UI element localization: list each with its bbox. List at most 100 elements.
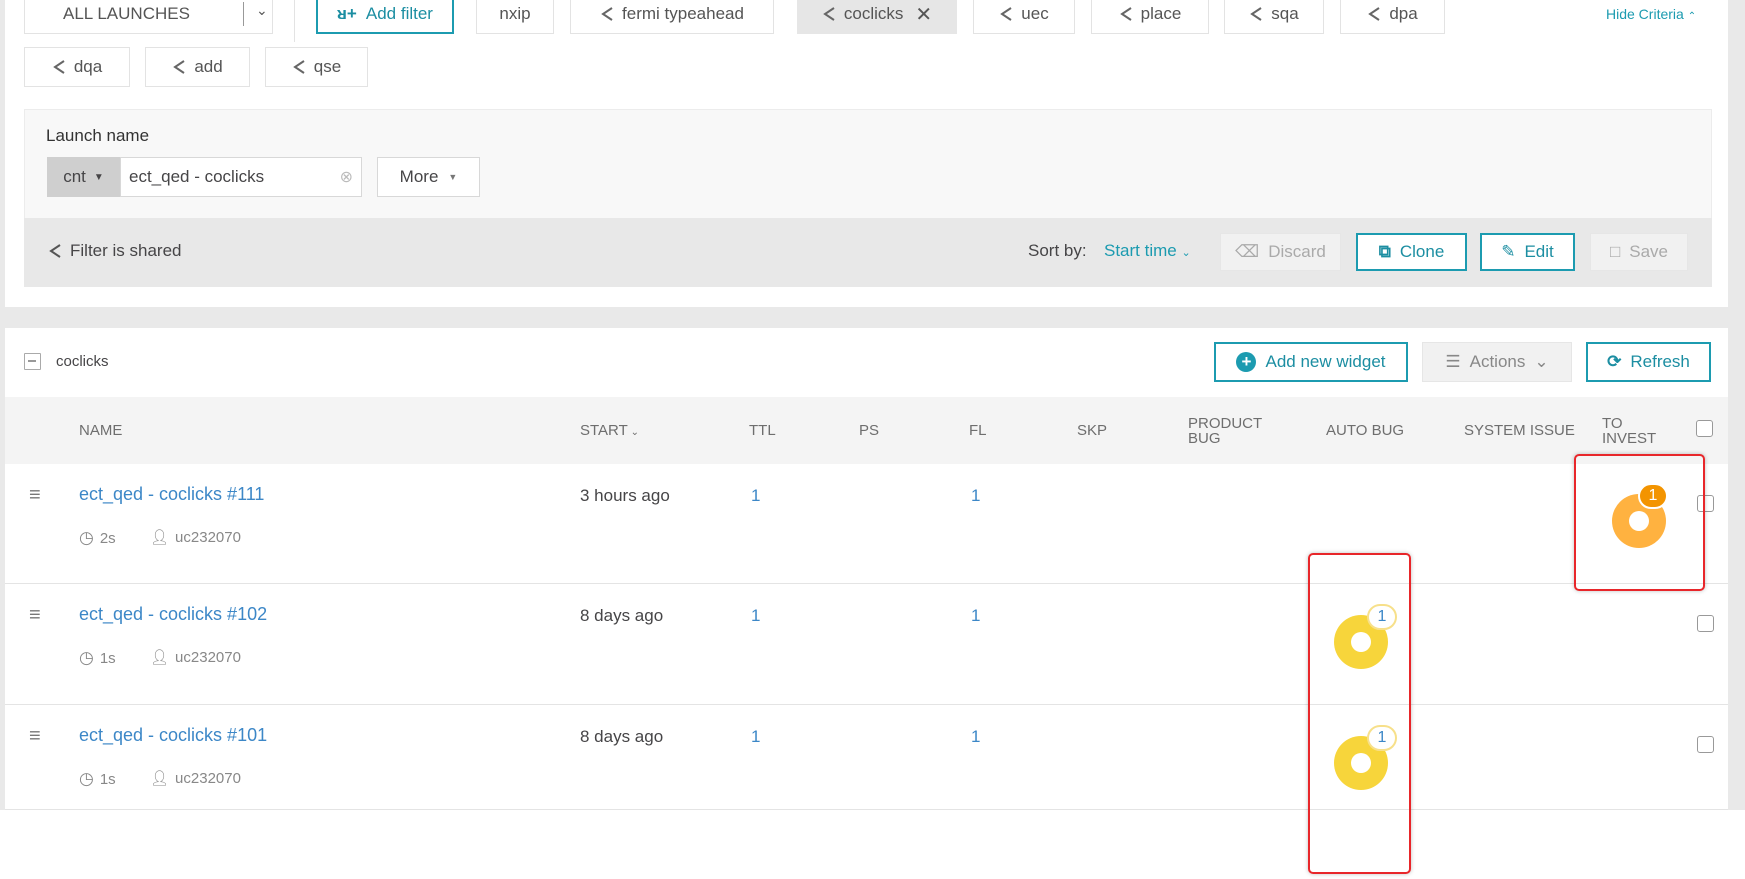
duration: ◷ 1s: [79, 769, 116, 789]
filter-tab-fermi-typeahead[interactable]: fermi typeahead: [570, 0, 774, 34]
duration-value: 1s: [99, 649, 116, 667]
highlight-box-auto-bug: [1308, 553, 1411, 874]
clone-icon: ⧉: [1378, 242, 1391, 261]
auto-bug-count-badge[interactable]: 1: [1367, 604, 1397, 630]
share-icon: [601, 7, 613, 21]
failed-count[interactable]: 1: [971, 486, 981, 505]
table-row: ≡ ect_qed - coclicks #111 ◷ 2s 👤︎ uc232070…: [5, 464, 1728, 584]
share-icon: [823, 7, 835, 21]
total-count[interactable]: 1: [751, 486, 761, 505]
select-all-checkbox[interactable]: [1696, 420, 1713, 437]
launches-select[interactable]: ALL LAUNCHES ⌄: [24, 0, 273, 34]
launch-name-link[interactable]: ect_qed - coclicks #111: [79, 484, 265, 504]
refresh-button[interactable]: ⟳ Refresh: [1586, 342, 1711, 382]
filter-tab-nxip[interactable]: nxip: [476, 0, 554, 34]
discard-label: Discard: [1268, 242, 1326, 261]
filter-name: coclicks: [56, 353, 109, 370]
menu-icon: ☰: [1445, 352, 1461, 371]
filter-tab-label: qse: [313, 57, 342, 76]
edit-label: Edit: [1524, 242, 1554, 261]
filter-tab-place[interactable]: place: [1091, 0, 1209, 34]
filter-tab-dpa[interactable]: dpa: [1340, 0, 1445, 34]
row-checkbox[interactable]: [1697, 736, 1714, 753]
filter-tab-label: place: [1140, 4, 1182, 23]
failed-count[interactable]: 1: [971, 727, 981, 746]
user-icon: 👤︎: [150, 529, 170, 546]
bookmark-icon: □: [1609, 242, 1621, 261]
launches-select-value: ALL LAUNCHES: [63, 4, 190, 23]
condition-select[interactable]: cnt ▼: [47, 157, 120, 197]
clock-icon: ◷: [79, 528, 94, 547]
launch-name-input[interactable]: ect_qed - coclicks ⊗: [120, 157, 362, 197]
column-auto-bug: AUTO BUG: [1326, 422, 1405, 439]
share-icon: [1119, 7, 1132, 21]
launch-name-link[interactable]: ect_qed - coclicks #101: [79, 725, 268, 745]
pencil-icon: ✎: [1501, 242, 1516, 261]
user-icon: 👤︎: [150, 770, 170, 787]
clone-button[interactable]: ⧉ Clone: [1356, 233, 1467, 271]
filter-tab-label: dpa: [1389, 4, 1418, 23]
clone-label: Clone: [1399, 242, 1445, 261]
save-button[interactable]: □ Save: [1590, 233, 1688, 271]
auto-bug-count-badge[interactable]: 1: [1367, 725, 1397, 751]
highlight-box-to-invest: [1574, 454, 1705, 591]
start-time: 8 days ago: [580, 606, 664, 625]
clock-icon: ◷: [79, 648, 94, 667]
filter-tab-label: add: [194, 57, 223, 76]
hide-criteria-label: Hide Criteria: [1606, 6, 1684, 22]
more-button[interactable]: More ▼: [377, 157, 480, 197]
owner: 👤︎ uc232070: [150, 528, 241, 547]
add-filter-button[interactable]: ᴚ+ Add filter: [316, 0, 454, 34]
launch-name-label: Launch name: [46, 126, 150, 145]
plus-circle-icon: +: [1236, 352, 1257, 372]
total-count[interactable]: 1: [751, 727, 761, 746]
launch-name-link[interactable]: ect_qed - coclicks #102: [79, 604, 268, 624]
column-fl: FL: [969, 422, 987, 439]
user-icon: 👤︎: [150, 649, 170, 666]
drag-handle-icon[interactable]: ≡: [29, 725, 41, 747]
clock-icon: ◷: [79, 769, 94, 788]
filter-tab-label: sqa: [1271, 4, 1299, 23]
column-start-label: START: [580, 422, 628, 439]
filter-tab-coclicks[interactable]: coclicks ✕: [797, 0, 957, 34]
filter-shared-label: Filter is shared: [70, 241, 182, 260]
filter-tab-label: coclicks: [843, 4, 904, 23]
column-skp: SKP: [1077, 422, 1108, 439]
hide-criteria-link[interactable]: Hide Criteria ⌃: [1606, 6, 1696, 22]
select-all-toggle[interactable]: [24, 353, 41, 370]
share-icon: [1250, 7, 1262, 21]
column-ttl: TTL: [749, 422, 776, 439]
edit-button[interactable]: ✎ Edit: [1480, 233, 1575, 271]
close-icon[interactable]: ✕: [915, 3, 933, 26]
chevron-down-icon: ⌄: [1181, 247, 1191, 259]
drag-handle-icon[interactable]: ≡: [29, 484, 41, 506]
to-invest-count-badge[interactable]: 1: [1638, 483, 1668, 509]
save-label: Save: [1629, 242, 1669, 261]
sort-by-select[interactable]: Start time ⌄: [1104, 241, 1191, 261]
row-checkbox[interactable]: [1697, 495, 1714, 512]
chevron-down-icon: ⌄: [243, 2, 268, 26]
owner-value: uc232070: [175, 528, 241, 546]
refresh-label: Refresh: [1630, 352, 1690, 371]
filter-tab-dqa[interactable]: dqa: [24, 47, 130, 87]
failed-count[interactable]: 1: [971, 606, 981, 625]
actions-button[interactable]: ☰ Actions ⌄: [1422, 342, 1572, 382]
share-icon: [292, 60, 305, 74]
share-icon: [53, 60, 65, 74]
discard-button[interactable]: ⌫ Discard: [1220, 233, 1341, 271]
filter-tab-sqa[interactable]: sqa: [1224, 0, 1324, 34]
filter-tab-qse[interactable]: qse: [265, 47, 368, 87]
row-checkbox[interactable]: [1697, 615, 1714, 632]
chevron-up-icon: ⌃: [1687, 11, 1697, 22]
column-ps: PS: [859, 422, 880, 439]
column-name: NAME: [79, 422, 123, 439]
filter-tab-uec[interactable]: uec: [973, 0, 1075, 34]
total-count[interactable]: 1: [751, 606, 761, 625]
filter-tab-add[interactable]: add: [145, 47, 250, 87]
caret-down-icon: ▼: [93, 171, 104, 183]
column-start[interactable]: START ⌄: [580, 423, 639, 440]
column-system-issue: SYSTEM ISSUE: [1464, 422, 1575, 439]
drag-handle-icon[interactable]: ≡: [29, 604, 41, 626]
clear-icon[interactable]: ⊗: [339, 169, 353, 186]
add-widget-button[interactable]: + Add new widget: [1214, 342, 1408, 382]
